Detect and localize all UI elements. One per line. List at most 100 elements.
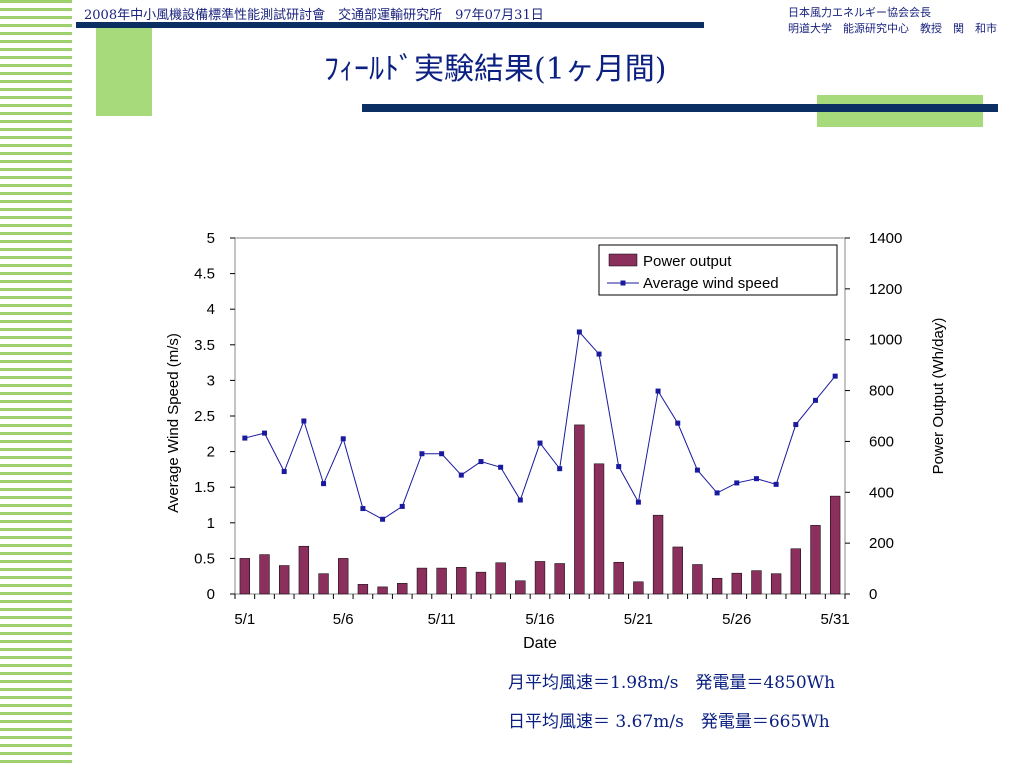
y-right-axis-title: Power Output (Wh/day) — [930, 318, 947, 475]
bar-power-output — [613, 561, 624, 595]
legend-swatch-point-average-wind-speed — [620, 280, 626, 286]
point-average-wind-speed — [281, 469, 287, 475]
y-right-tick-label: 0 — [869, 586, 877, 603]
y-left-tick-label: 2 — [207, 444, 215, 461]
point-average-wind-speed — [301, 418, 307, 424]
title-divider — [362, 104, 998, 112]
point-average-wind-speed — [399, 503, 405, 509]
point-average-wind-speed — [714, 490, 720, 496]
bar-power-output — [534, 561, 546, 595]
y-right-tick-label: 800 — [869, 383, 894, 400]
point-average-wind-speed — [360, 506, 366, 512]
bar-power-output — [298, 545, 310, 595]
legend-label-average-wind-speed: Average wind speed — [643, 275, 779, 292]
bar-power-output — [672, 546, 683, 595]
point-average-wind-speed — [635, 499, 641, 505]
daily-summary: 日平均風速＝ 3.67m/s 発電量＝665Wh — [508, 712, 830, 732]
bar-power-output — [397, 583, 408, 595]
point-average-wind-speed — [419, 451, 425, 457]
bar-power-output — [495, 562, 506, 595]
y-right-tick-label: 200 — [869, 535, 894, 552]
point-average-wind-speed — [340, 436, 346, 442]
bar-power-output — [377, 586, 388, 595]
y-left-tick-label: 2.5 — [194, 408, 215, 425]
bar-power-output — [633, 581, 644, 595]
decorative-stripes — [0, 0, 72, 768]
x-axis-title: Date — [523, 635, 557, 652]
bar-power-output — [318, 573, 329, 595]
bar-power-output — [239, 558, 251, 595]
bar-power-output — [436, 567, 447, 595]
point-average-wind-speed — [262, 430, 268, 436]
x-tick-label: 5/26 — [722, 611, 751, 628]
point-average-wind-speed — [517, 497, 523, 503]
y-right-tick-label: 400 — [869, 484, 894, 501]
bar-power-output — [259, 554, 270, 595]
header-author: 日本風力エネルギー協会会長 明道大学 能源研究中心 教授 関 和市 — [788, 5, 997, 37]
point-average-wind-speed — [557, 466, 563, 472]
power-wind-chart: 0 0.5 1 1.5 2 2.5 3 3.5 4 4.5 5 0 200 400 600 800 1000 12… — [165, 230, 947, 652]
x-tick-label: 5/6 — [333, 611, 354, 628]
point-average-wind-speed — [812, 397, 818, 403]
header-event-text: 2008年中小風機設備標準性能測試研討會 交通部運輸研究所 97年07月31日 — [84, 8, 544, 23]
bar-power-output — [692, 564, 703, 595]
point-average-wind-speed — [753, 476, 759, 482]
bar-power-output — [593, 463, 605, 595]
plot-area — [234, 237, 846, 595]
point-average-wind-speed — [498, 464, 504, 470]
bar-power-output — [515, 580, 526, 595]
y-left-axis-title: Average Wind Speed (m/s) — [165, 333, 182, 513]
y-left-tick-label: 4 — [207, 301, 215, 318]
bar-power-output — [731, 572, 742, 595]
y-left-tick-label: 1 — [207, 515, 215, 532]
point-average-wind-speed — [242, 435, 248, 441]
bar-power-output — [751, 570, 762, 595]
x-tick-label: 5/21 — [624, 611, 653, 628]
bar-power-output — [554, 563, 565, 595]
point-average-wind-speed — [380, 516, 386, 522]
bar-power-output — [456, 567, 467, 595]
bar-power-output — [574, 424, 585, 595]
y-right-tick-label: 1000 — [869, 332, 902, 349]
bar-power-output — [416, 567, 428, 595]
legend-swatch-power-output — [608, 253, 638, 267]
bar-power-output — [790, 548, 801, 595]
x-tick-label: 5/11 — [428, 611, 456, 628]
point-average-wind-speed — [596, 351, 602, 357]
x-tick-label: 5/31 — [821, 611, 850, 628]
slide-title: ﾌｨｰﾙﾄﾞ実験結果(1ヶ月間) — [324, 52, 667, 87]
header-author-line2: 明道大学 能源研究中心 教授 関 和市 — [788, 22, 997, 35]
header-divider — [76, 22, 704, 28]
point-average-wind-speed — [832, 373, 838, 379]
x-tick-label: 5/16 — [525, 611, 554, 628]
bar-power-output — [829, 495, 841, 595]
y-right-tick-label: 1400 — [869, 230, 902, 247]
y-left-tick-label: 3 — [207, 372, 215, 389]
y-right-tick-label: 600 — [869, 433, 894, 450]
point-average-wind-speed — [655, 388, 661, 394]
bar-power-output — [357, 584, 369, 595]
y-left-tick-label: 0 — [207, 586, 215, 603]
y-left-tick-label: 3.5 — [194, 337, 215, 354]
legend-label-power-output: Power output — [643, 253, 732, 270]
point-average-wind-speed — [793, 422, 799, 428]
bar-power-output — [652, 514, 664, 595]
legend-box — [598, 244, 838, 296]
bar-power-output — [475, 571, 487, 595]
point-average-wind-speed — [675, 420, 681, 426]
bar-power-output — [711, 577, 723, 595]
point-average-wind-speed — [321, 481, 327, 487]
monthly-summary: 月平均風速＝1.98m/s 発電量＝4850Wh — [508, 673, 836, 693]
header-author-line1: 日本風力エネルギー協会会長 — [788, 6, 931, 19]
bar-power-output — [810, 525, 821, 595]
y-left-tick-label: 1.5 — [194, 479, 215, 496]
y-left-tick-label: 4.5 — [194, 266, 215, 283]
decorative-green-block — [96, 27, 152, 116]
bar-power-output — [279, 565, 290, 595]
x-tick-label: 5/1 — [234, 611, 255, 628]
point-average-wind-speed — [694, 467, 700, 473]
point-average-wind-speed — [616, 464, 622, 470]
y-left-tick-label: 5 — [207, 230, 215, 247]
point-average-wind-speed — [734, 480, 740, 486]
point-average-wind-speed — [458, 472, 464, 478]
